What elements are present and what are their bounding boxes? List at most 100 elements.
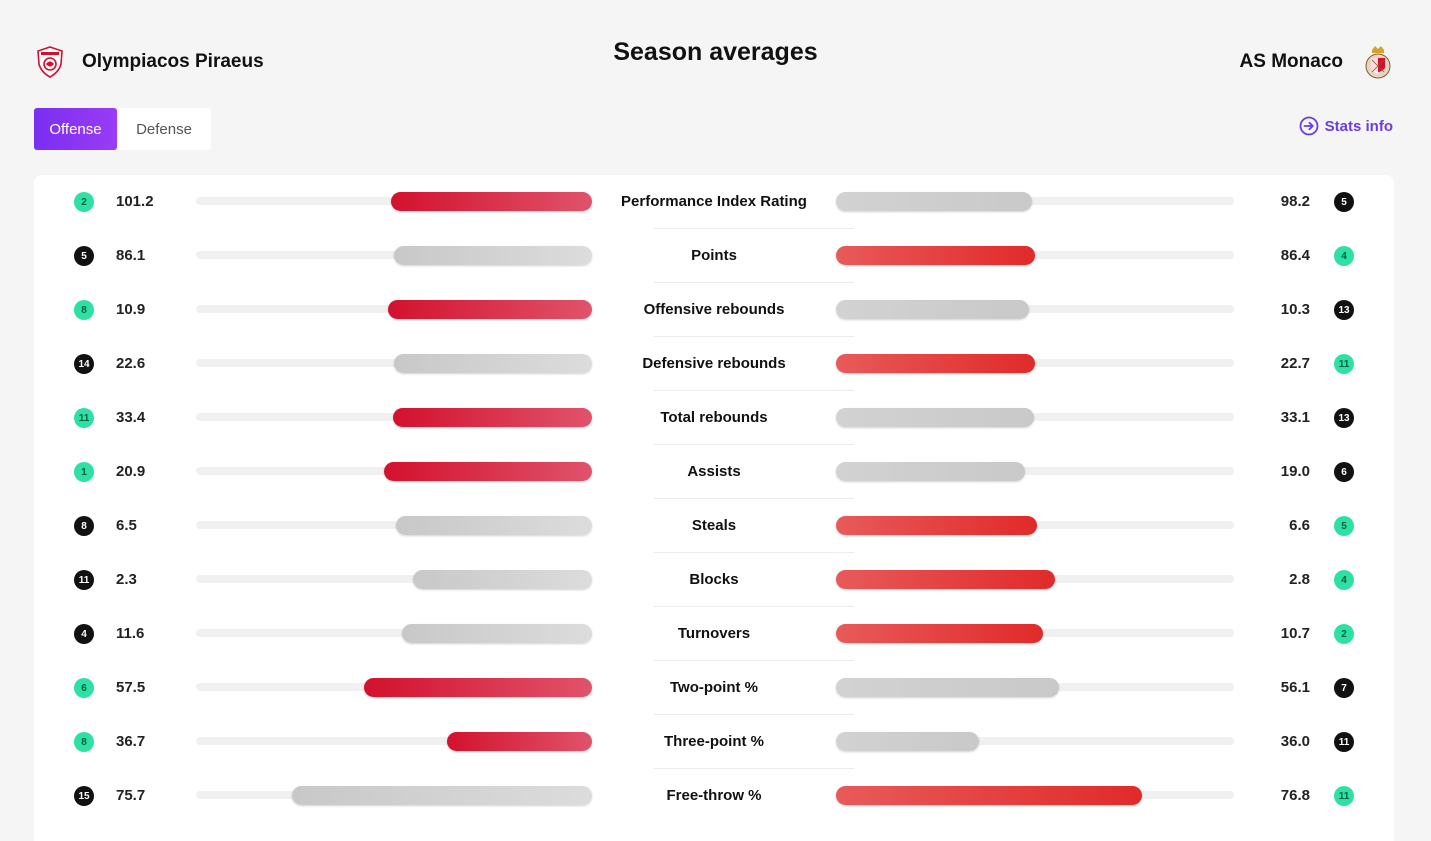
stat-row: 2 101.2 Performance Index Rating 98.2 5 [74,175,1354,229]
home-bar [402,624,592,643]
home-bar-track [196,575,592,583]
away-value: 76.8 [1280,787,1310,804]
away-value: 19.0 [1280,463,1310,480]
away-bar [836,732,979,751]
home-value: 86.1 [116,247,146,264]
row-divider [654,390,854,391]
home-rank-badge: 2 [74,192,94,212]
stat-row: 8 10.9 Offensive rebounds 10.3 13 [74,283,1354,337]
home-bar [384,462,592,481]
away-value: 98.2 [1280,193,1310,210]
page-title: Season averages [613,38,818,66]
away-bar-track [836,413,1234,421]
stat-row: 8 6.5 Steals 6.6 5 [74,499,1354,553]
row-divider [654,660,854,661]
away-bar-track [836,197,1234,205]
stat-row: 15 75.7 Free-throw % 76.8 11 [74,769,1354,823]
away-bar-track [836,251,1234,259]
away-rank-badge: 7 [1334,678,1354,698]
away-bar [836,516,1037,535]
away-rank-badge: 13 [1334,408,1354,428]
away-value: 36.0 [1280,733,1310,750]
away-rank-badge: 13 [1334,300,1354,320]
away-team-name: AS Monaco [1239,51,1343,72]
home-rank-badge: 8 [74,732,94,752]
away-bar-track [836,305,1234,313]
away-value: 86.4 [1280,247,1310,264]
away-bar [836,408,1034,427]
away-bar [836,354,1035,373]
home-bar-track [196,629,592,637]
arrow-circle-right-icon [1299,116,1319,136]
home-bar [391,192,592,211]
home-rank-badge: 4 [74,624,94,644]
away-value: 2.8 [1289,571,1310,588]
stat-label: Assists [687,463,741,480]
stat-row: 8 36.7 Three-point % 36.0 11 [74,715,1354,769]
home-bar [447,732,592,751]
home-value: 10.9 [116,301,146,318]
away-bar [836,462,1025,481]
away-rank-badge: 11 [1334,786,1354,806]
stat-label: Free-throw % [666,787,762,804]
stat-label: Steals [691,517,737,534]
row-divider [654,336,854,337]
away-bar [836,786,1142,805]
home-bar [388,300,592,319]
monaco-crest-icon [1365,46,1391,79]
olympiacos-crest-icon [37,46,63,78]
home-rank-badge: 6 [74,678,94,698]
away-team[interactable]: AS Monaco [1240,44,1393,80]
home-value: 33.4 [116,409,146,426]
home-rank-badge: 1 [74,462,94,482]
away-value: 6.6 [1289,517,1310,534]
home-value: 11.6 [116,625,145,642]
away-value: 10.7 [1280,625,1310,642]
home-value: 6.5 [116,517,137,534]
home-rank-badge: 11 [74,408,94,428]
away-rank-badge: 4 [1334,570,1354,590]
away-rank-badge: 11 [1334,732,1354,752]
away-bar [836,624,1043,643]
home-rank-badge: 8 [74,516,94,536]
stat-row: 14 22.6 Defensive rebounds 22.7 11 [74,337,1354,391]
away-rank-badge: 6 [1334,462,1354,482]
away-value: 33.1 [1280,409,1310,426]
away-bar-track [836,737,1234,745]
stat-label: Blocks [689,571,739,588]
home-value: 101.2 [116,193,154,210]
home-rank-badge: 5 [74,246,94,266]
stats-info-link[interactable]: Stats info [1299,116,1393,136]
away-bar [836,570,1055,589]
stat-label: Defensive rebounds [642,355,786,372]
home-bar [393,408,592,427]
away-bar [836,300,1029,319]
away-value: 22.7 [1280,355,1310,372]
stat-row: 6 57.5 Two-point % 56.1 7 [74,661,1354,715]
tab-defense[interactable]: Defense [117,108,211,150]
tab-offense[interactable]: Offense [34,108,117,150]
home-bar [394,246,592,265]
stat-label: Total rebounds [660,409,768,426]
stat-label: Two-point % [669,679,759,696]
home-rank-badge: 14 [74,354,94,374]
away-bar-track [836,359,1234,367]
page-header: Olympiacos Piraeus Season averages AS Mo… [0,0,1431,100]
away-value: 10.3 [1280,301,1310,318]
home-bar-track [196,521,592,529]
stat-label: Three-point % [664,733,764,750]
stat-label: Performance Index Rating [621,193,807,210]
stat-row: 5 86.1 Points 86.4 4 [74,229,1354,283]
home-bar [292,786,592,805]
row-divider [654,768,854,769]
away-rank-badge: 4 [1334,246,1354,266]
home-value: 75.7 [116,787,146,804]
home-value: 20.9 [116,463,146,480]
stat-label: Turnovers [677,625,751,642]
home-value: 57.5 [116,679,146,696]
stat-label: Points [691,247,737,264]
away-rank-badge: 11 [1334,354,1354,374]
home-team[interactable]: Olympiacos Piraeus [36,46,264,78]
home-rank-badge: 11 [74,570,94,590]
stat-row: 11 33.4 Total rebounds 33.1 13 [74,391,1354,445]
